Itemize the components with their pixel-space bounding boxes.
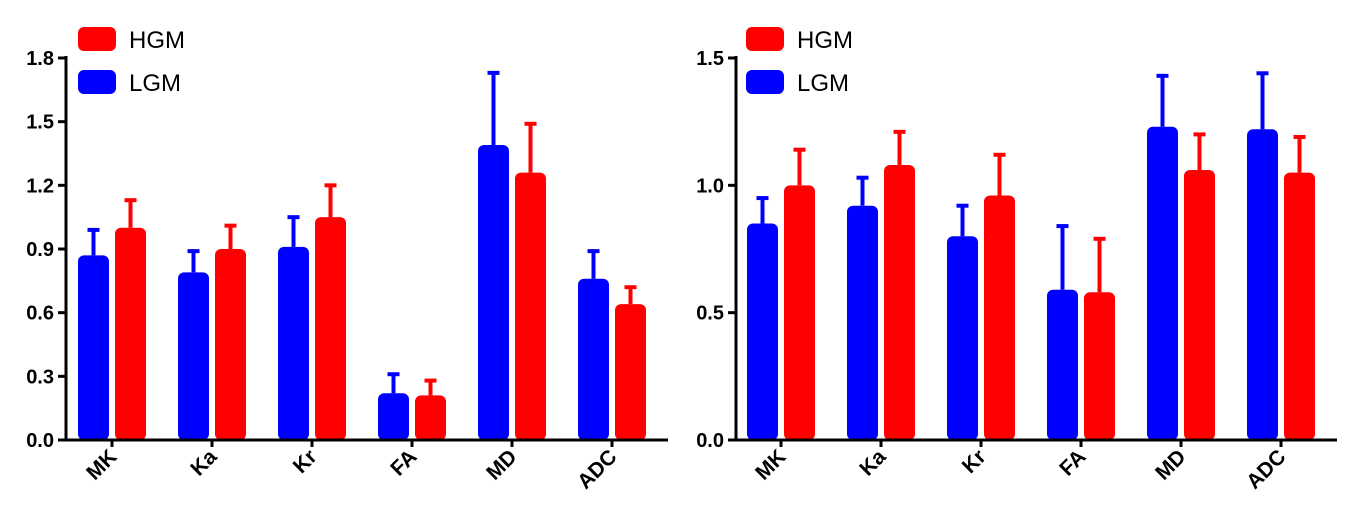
bar-md-hgm [515, 172, 546, 440]
bar-kr-hgm [984, 195, 1015, 440]
x-tick-label-adc: ADC [573, 445, 621, 493]
y-tick-label: 0.5 [696, 303, 724, 325]
bar-kr-lgm [278, 246, 309, 440]
x-tick-label-fa: FA [386, 445, 421, 480]
left-bar-chart: MK Ka Kr FA MD ADC 0.0 0.3 0.6 0.9 1.2 1.5 1.8 HGM LGM [26, 27, 668, 494]
y-tick-label: 1.8 [26, 48, 54, 70]
x-tick-label-adc: ADC [1242, 445, 1290, 493]
y-tick-label: 0.3 [26, 366, 54, 388]
x-tick-label-md: MD [482, 445, 521, 484]
bar-fa-hgm [415, 395, 446, 440]
y-tick-label: 0.0 [26, 430, 54, 452]
x-tick-label-mk: MK [751, 445, 790, 484]
bar-md-hgm [1184, 170, 1215, 440]
x-tick-label-kr: Kr [289, 445, 322, 478]
y-tick-label: 1.0 [696, 175, 724, 197]
bar-mk-hgm [115, 227, 146, 440]
bar-fa-lgm [378, 393, 409, 440]
y-tick-label: 1.5 [26, 112, 54, 134]
bar-mk-hgm [784, 185, 815, 440]
bar-kr-lgm [947, 236, 978, 440]
y-tick-label: 0.6 [26, 303, 54, 325]
bar-ka-lgm [847, 205, 878, 440]
x-tick-label-mk: MK [82, 445, 121, 484]
bar-mk-lgm [78, 255, 109, 440]
legend-swatch-hgm [78, 27, 116, 51]
bar-kr-hgm [315, 217, 346, 440]
x-tick-label-ka: Ka [855, 445, 890, 480]
legend-label-hgm: HGM [797, 27, 853, 54]
bar-adc-lgm [1247, 129, 1278, 440]
bar-md-lgm [478, 145, 509, 440]
y-tick-label: 0.0 [696, 430, 724, 452]
bar-mk-lgm [747, 223, 778, 440]
right-bar-chart: MK Ka Kr FA MD ADC 0.0 0.5 1.0 1.5 HGM LGM [696, 27, 1337, 494]
bar-ka-hgm [884, 164, 915, 440]
bar-ka-lgm [178, 272, 209, 440]
x-tick-label-kr: Kr [958, 445, 991, 478]
bar-fa-hgm [1084, 292, 1115, 440]
legend-label-lgm: LGM [129, 70, 181, 97]
bar-adc-hgm [1284, 172, 1315, 440]
y-tick-label: 1.5 [696, 48, 724, 70]
bar-adc-hgm [615, 304, 646, 440]
legend-swatch-lgm [78, 70, 116, 94]
x-tick-label-ka: Ka [186, 445, 221, 480]
x-tick-label-fa: FA [1055, 445, 1090, 480]
y-tick-label: 0.9 [26, 239, 54, 261]
legend-label-hgm: HGM [129, 27, 185, 54]
legend-swatch-lgm [746, 70, 784, 94]
bar-ka-hgm [215, 249, 246, 440]
legend-swatch-hgm [746, 27, 784, 51]
bar-md-lgm [1147, 126, 1178, 440]
legend-label-lgm: LGM [797, 70, 849, 97]
x-tick-label-md: MD [1151, 445, 1190, 484]
bar-adc-lgm [578, 278, 609, 440]
y-tick-label: 1.2 [26, 175, 54, 197]
bar-fa-lgm [1047, 289, 1078, 440]
